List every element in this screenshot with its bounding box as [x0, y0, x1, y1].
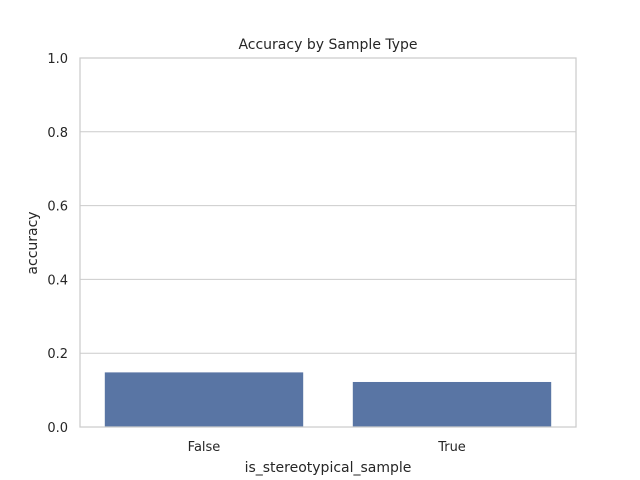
- chart-title: Accuracy by Sample Type: [238, 37, 417, 53]
- x-tick-label-false: False: [188, 440, 221, 455]
- y-tick-label: 0.2: [47, 347, 68, 362]
- bar-false: [104, 372, 304, 427]
- y-tick-label: 1.0: [47, 52, 68, 67]
- x-tick-label-true: True: [437, 440, 466, 455]
- x-axis-label: is_stereotypical_sample: [245, 460, 412, 476]
- y-tick-label: 0.4: [47, 273, 68, 288]
- x-tick-labels: False True: [188, 440, 466, 455]
- y-tick-label: 0.0: [47, 421, 68, 436]
- y-axis-label: accuracy: [25, 211, 41, 274]
- plot-frame: [79, 57, 577, 428]
- bars: [104, 372, 552, 427]
- y-tick-label: 0.8: [47, 126, 68, 141]
- y-tick-label: 0.6: [47, 200, 68, 215]
- bar-true: [352, 381, 552, 427]
- y-gridlines: [80, 131, 576, 354]
- y-tick-labels: 0.0 0.2 0.4 0.6 0.8 1.0: [47, 52, 68, 436]
